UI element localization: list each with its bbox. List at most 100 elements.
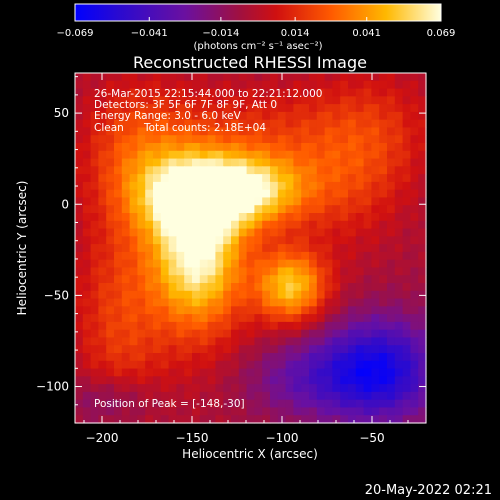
heatmap-cell — [293, 88, 302, 97]
heatmap-cell — [394, 73, 404, 82]
heatmap-cell — [270, 283, 279, 292]
heatmap-cell — [207, 143, 216, 152]
heatmap-cell — [418, 368, 427, 377]
heatmap-cell — [355, 399, 365, 409]
heatmap-cell — [379, 415, 388, 424]
heatmap-cell — [301, 166, 310, 175]
heatmap-cell — [223, 119, 232, 129]
heatmap-cell — [137, 73, 146, 82]
heatmap-cell — [355, 283, 365, 292]
heatmap-cell — [114, 251, 123, 261]
heatmap-cell — [106, 244, 115, 253]
heatmap-cell — [348, 321, 357, 331]
heatmap-cell — [199, 360, 209, 370]
heatmap-cell — [106, 174, 115, 183]
heatmap-cell — [254, 80, 263, 90]
heatmap-cell — [277, 166, 287, 175]
heatmap-cell — [410, 314, 419, 323]
heatmap-cell — [332, 174, 341, 183]
heatmap-cell — [332, 306, 341, 315]
heatmap-cell — [394, 314, 404, 323]
heatmap-cell — [207, 259, 216, 269]
heatmap-cell — [176, 407, 185, 416]
heatmap-cell — [379, 150, 388, 160]
heatmap-cell — [262, 329, 271, 339]
heatmap-cell — [231, 73, 240, 82]
heatmap-cell — [207, 391, 216, 401]
heatmap-cell — [121, 290, 131, 300]
heatmap-cell — [293, 197, 302, 206]
heatmap-cell — [223, 251, 232, 261]
heatmap-cell — [293, 321, 302, 331]
heatmap-cell — [153, 104, 162, 113]
heatmap-cell — [371, 236, 380, 245]
heatmap-cell — [387, 213, 396, 222]
heatmap-cell — [348, 306, 357, 315]
heatmap-cell — [231, 275, 240, 284]
heatmap-cell — [176, 174, 185, 183]
heatmap-cell — [371, 158, 380, 167]
heatmap-cell — [379, 213, 388, 222]
heatmap-cell — [231, 391, 240, 401]
heatmap-cell — [82, 306, 92, 315]
heatmap-cell — [301, 96, 310, 105]
heatmap-cell — [410, 345, 419, 354]
heatmap-cell — [75, 306, 84, 315]
heatmap-cell — [168, 384, 177, 393]
heatmap-cell — [332, 275, 341, 284]
heatmap-cell — [121, 321, 131, 331]
heatmap-cell — [129, 368, 138, 377]
heatmap-cell — [418, 306, 427, 315]
heatmap-cell — [121, 181, 131, 191]
heatmap-cell — [215, 415, 224, 424]
heatmap-cell — [137, 360, 146, 370]
heatmap-cell — [238, 96, 248, 105]
heatmap-cell — [355, 88, 365, 97]
heatmap-cell — [168, 127, 177, 136]
heatmap-cell — [114, 80, 123, 90]
heatmap-cell — [90, 244, 99, 253]
heatmap-cell — [114, 96, 123, 105]
heatmap-cell — [332, 384, 341, 393]
heatmap-cell — [262, 275, 271, 284]
heatmap-cell — [199, 290, 209, 300]
heatmap-cell — [270, 73, 279, 82]
heatmap-cell — [98, 329, 107, 339]
heatmap-cell — [192, 415, 201, 424]
heatmap-cell — [75, 189, 84, 199]
heatmap-cell — [254, 415, 263, 424]
heatmap-cell — [371, 119, 380, 129]
heatmap-cell — [168, 213, 177, 222]
heatmap-cell — [340, 251, 349, 261]
heatmap-cell — [223, 267, 232, 276]
heatmap-cell — [168, 329, 177, 339]
heatmap-cell — [387, 150, 396, 160]
heatmap-cell — [340, 205, 349, 214]
heatmap-cell — [160, 407, 170, 416]
heatmap-cell — [168, 415, 177, 424]
heatmap-cell — [316, 244, 326, 253]
heatmap-cell — [293, 337, 302, 346]
heatmap-cell — [168, 337, 177, 346]
heatmap-cell — [199, 259, 209, 269]
heatmap-cell — [207, 158, 216, 167]
heatmap-cell — [106, 127, 115, 136]
heatmap-cell — [418, 228, 427, 237]
heatmap-cell — [363, 96, 372, 105]
heatmap-cell — [402, 158, 411, 167]
heatmap-cell — [238, 360, 248, 370]
heatmap-cell — [223, 158, 232, 167]
heatmap-cell — [121, 259, 131, 269]
heatmap-cell — [324, 104, 333, 113]
heatmap-cell — [410, 205, 419, 214]
heatmap-cell — [301, 73, 310, 82]
heatmap-cell — [145, 220, 154, 230]
heatmap-cell — [402, 267, 411, 276]
heatmap-cell — [402, 127, 411, 136]
heatmap-cell — [348, 314, 357, 323]
heatmap-cell — [316, 111, 326, 121]
heatmap-cell — [410, 119, 419, 129]
heatmap-cell — [168, 345, 177, 354]
annotation-time-range: 26-Mar-2015 22:15:44.000 to 22:21:12.000 — [94, 88, 322, 100]
heatmap-cell — [410, 111, 419, 121]
